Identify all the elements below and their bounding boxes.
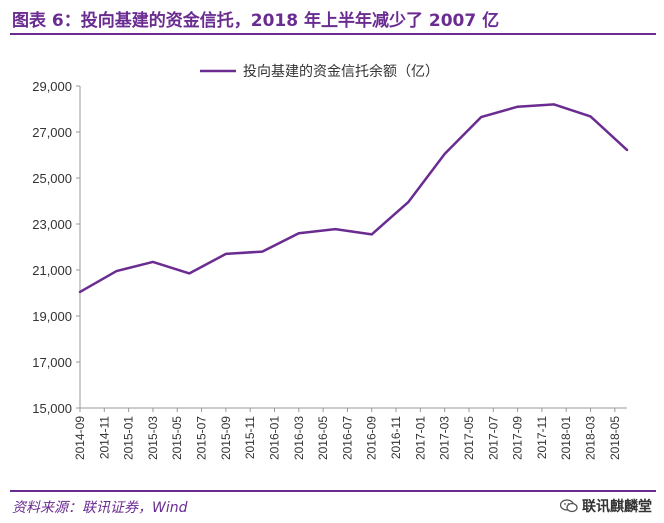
- y-tick-label: 17,000: [32, 355, 72, 370]
- source-note: 资料来源：联讯证券，Wind: [12, 500, 188, 516]
- line-chart: 15,000 17,000 19,000 21,000 23,000 25,000 27,0…: [32, 63, 629, 460]
- y-tick-label: 15,000: [32, 401, 72, 416]
- data-point: [371, 233, 373, 235]
- y-tick-label: 27,000: [32, 125, 72, 140]
- data-point: [517, 106, 519, 108]
- x-tick-label: 2015-09: [219, 416, 233, 460]
- x-tick-label: 2016-09: [365, 416, 379, 460]
- figure-title: 图表 6：投向基建的资金信托，2018 年上半年减少了 2007 亿: [12, 11, 500, 31]
- x-tick-label: 2016-03: [292, 416, 306, 460]
- x-tick-label: 2017-11: [535, 416, 549, 459]
- watermark: 联讯麒麟堂: [559, 496, 652, 516]
- x-tick-label: 2016-01: [267, 416, 281, 460]
- x-tick-label: 2018-03: [584, 416, 598, 460]
- footer-divider: [10, 490, 656, 492]
- y-tick-label: 25,000: [32, 171, 72, 186]
- data-point: [298, 232, 300, 234]
- x-tick-label: 2016-11: [389, 416, 403, 459]
- x-tick-label: 2018-05: [608, 416, 622, 460]
- x-tick-label: 2016-05: [316, 416, 330, 460]
- x-tick-label: 2017-09: [511, 416, 525, 460]
- data-point: [188, 272, 190, 275]
- x-tick-label: 2015-05: [170, 416, 184, 460]
- x-tick-label: 2014-09: [73, 416, 87, 460]
- y-tick-label: 21,000: [32, 263, 72, 278]
- data-point: [79, 291, 81, 293]
- data-point: [225, 253, 227, 255]
- data-point: [261, 251, 263, 253]
- y-tick-label: 29,000: [32, 79, 72, 94]
- data-point: [334, 228, 336, 230]
- data-point: [444, 153, 446, 155]
- x-tick-label: 2017-03: [438, 416, 452, 460]
- x-tick-label: 2017-01: [413, 416, 427, 460]
- x-tick-label: 2018-01: [559, 416, 573, 460]
- data-point: [553, 103, 555, 105]
- x-tick-label: 2016-07: [340, 416, 354, 460]
- watermark-text: 联讯麒麟堂: [582, 499, 652, 515]
- data-point: [589, 115, 592, 117]
- data-point: [407, 201, 409, 203]
- y-tick-label: 23,000: [32, 217, 72, 232]
- wechat-icon: [559, 499, 578, 513]
- x-tick-label: 2015-03: [146, 416, 160, 460]
- x-tick-label: 2015-11: [243, 416, 257, 459]
- x-tick-label: 2017-07: [486, 416, 500, 460]
- x-tick-label: 2017-05: [462, 416, 476, 460]
- data-point: [626, 149, 628, 151]
- legend-label: 投向基建的资金信托余额（亿）: [243, 63, 439, 80]
- y-tick-label: 19,000: [32, 309, 72, 324]
- data-point: [152, 261, 154, 263]
- data-point: [480, 116, 482, 118]
- series-line: [78, 103, 629, 294]
- x-tick-label: 2014-11: [97, 416, 111, 459]
- title-divider: [10, 33, 656, 35]
- data-point: [115, 270, 118, 272]
- x-tick-label: 2015-01: [122, 416, 136, 460]
- x-tick-label: 2015-07: [195, 416, 209, 460]
